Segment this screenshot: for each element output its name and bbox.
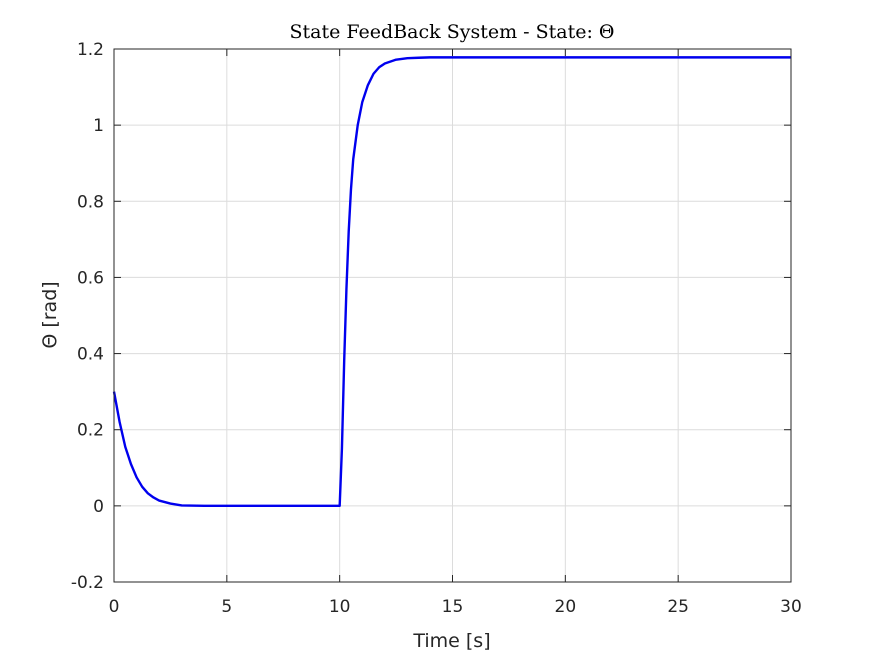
x-tick-label: 30: [780, 597, 802, 617]
x-tick-label: 15: [442, 597, 464, 617]
x-tick-label: 25: [667, 597, 689, 617]
x-axis-label: Time [s]: [412, 630, 490, 652]
y-tick-label: 0.4: [77, 345, 104, 365]
y-tick-label: 0: [93, 497, 104, 517]
x-tick-label: 0: [109, 597, 120, 617]
series-group: [112, 56, 791, 508]
y-tick-label: 0.6: [77, 268, 104, 288]
y-tick-label: 0.2: [77, 421, 104, 441]
x-tick-label: 10: [329, 597, 351, 617]
x-tick-label: 20: [555, 597, 577, 617]
y-axis-label: Θ [rad]: [39, 281, 61, 348]
y-tick-label: 0.8: [77, 192, 104, 212]
y-tick-label: -0.2: [71, 573, 104, 593]
x-tick-labels: 0 5 10 15 20 25 30: [109, 597, 802, 617]
y-tick-label: 1.2: [77, 40, 104, 60]
y-tick-labels: -0.2 0 0.2 0.4 0.6 0.8 1 1.2: [71, 40, 104, 593]
chart-title: State FeedBack System - State: Θ: [290, 21, 615, 43]
y-tick-label: 1: [93, 116, 104, 136]
x-tick-label: 5: [221, 597, 232, 617]
series-line: [112, 56, 791, 508]
tick-marks: [113, 48, 792, 583]
